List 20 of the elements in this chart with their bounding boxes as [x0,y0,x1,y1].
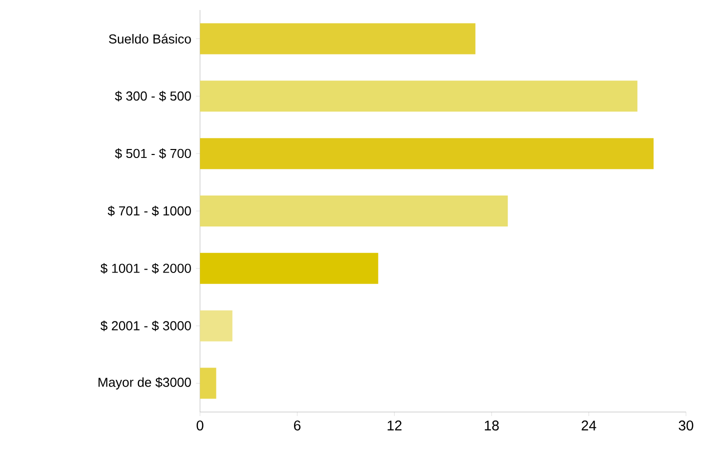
x-tick-label: 6 [294,420,300,430]
y-tick-label: $ 701 - $ 1000 [108,206,191,216]
y-tick-label: $ 501 - $ 700 [114,148,191,159]
x-tick-label: 12 [388,420,402,430]
x-tick-label: 30 [678,420,694,430]
bar [200,23,476,54]
bar [200,138,654,170]
x-tick-label: 18 [484,420,499,430]
y-tick-label: Mayor de $3000 [98,377,191,390]
x-tick-label: 24 [582,420,596,430]
bar [200,80,638,112]
bar [200,310,232,342]
bar [200,368,216,399]
y-tick-label: $ 1001 - $ 2000 [100,263,191,274]
y-tick-label: $ 300 - $ 500 [114,90,191,102]
y-tick-label: $ 2001 - $ 3000 [100,320,191,332]
y-tick-label: Sueldo Básico [108,34,191,44]
bar [200,196,508,227]
x-tick-label: 0 [196,420,204,430]
bar [200,252,378,284]
